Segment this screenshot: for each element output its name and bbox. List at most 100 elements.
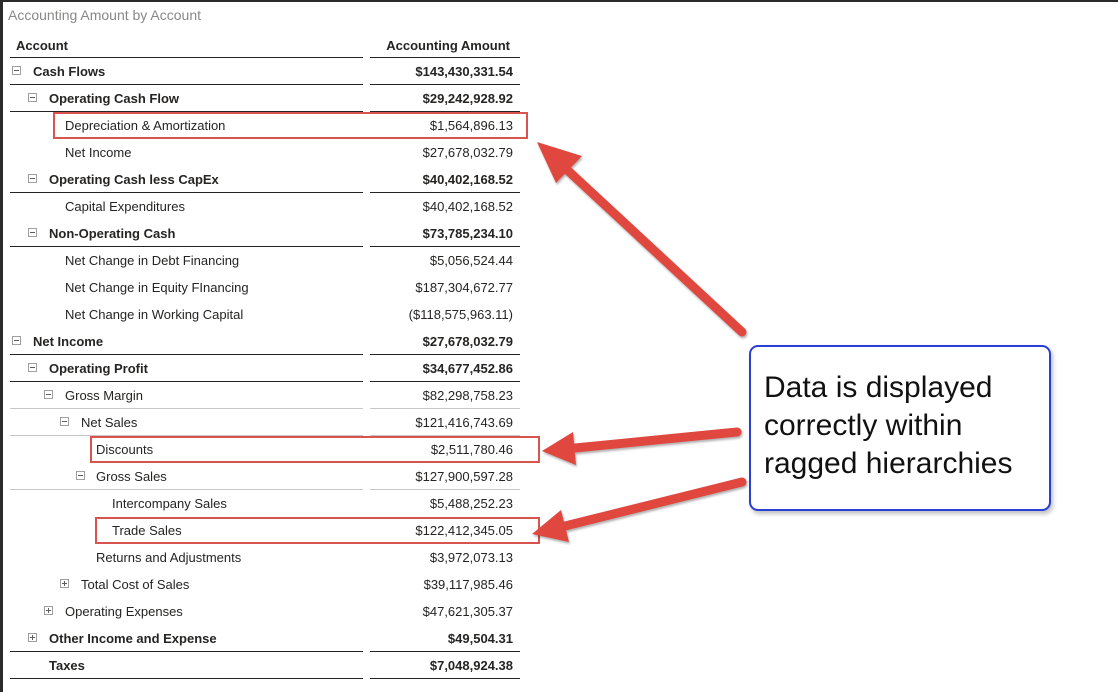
table-row[interactable]: Discounts $2,511,780.46 [10,436,520,463]
row-label: Net Income [65,145,132,160]
collapse-minus-icon[interactable] [28,363,37,372]
collapse-minus-icon[interactable] [76,471,85,480]
row-label: Net Income [33,334,104,349]
row-label: Depreciation & Amortization [65,118,226,133]
row-label: Other Income and Expense [49,631,217,646]
row-separator [10,354,363,355]
row-separator [370,354,520,355]
row-label: Cash Flows [33,64,106,79]
highlight-box [90,436,540,463]
row-label: Discounts [96,442,154,457]
table-row[interactable]: Capital Expenditures $40,402,168.52 [10,193,520,220]
row-value: ($118,575,963.11) [408,307,513,322]
row-separator [10,489,363,490]
table-row[interactable]: Returns and Adjustments $3,972,073.13 [10,544,520,571]
row-value: $47,621,305.37 [422,604,513,619]
row-separator [10,381,363,382]
row-label: Gross Margin [65,388,144,403]
collapse-minus-icon[interactable] [28,93,37,102]
table-row[interactable]: Net Income $27,678,032.79 [10,328,520,355]
table-row[interactable]: Taxes $7,048,924.38 [10,652,520,679]
table-row[interactable]: Net Sales $121,416,743.69 [10,409,520,436]
row-label: Non-Operating Cash [49,226,176,241]
row-label: Trade Sales [112,523,182,538]
visual-title: Accounting Amount by Account [8,7,202,23]
row-value: $27,678,032.79 [422,334,513,349]
row-separator [370,651,520,652]
row-separator [10,651,363,652]
table-row[interactable]: Trade Sales $122,412,345.05 [10,517,520,544]
table-row[interactable]: Operating Cash Flow $29,242,928.92 [10,85,520,112]
window-left-edge [0,0,3,692]
table-row[interactable]: Total Cost of Sales $39,117,985.46 [10,571,520,598]
row-separator [10,435,363,436]
row-label: Total Cost of Sales [81,577,190,592]
table-row[interactable]: Operating Cash less CapEx $40,402,168.52 [10,166,520,193]
collapse-minus-icon[interactable] [44,390,53,399]
row-label: Operating Profit [49,361,148,376]
table-row[interactable]: Non-Operating Cash $73,785,234.10 [10,220,520,247]
table-row[interactable]: Net Change in Debt Financing $5,056,524.4… [10,247,520,274]
table-row[interactable]: Operating Expenses $47,621,305.37 [10,598,520,625]
collapse-minus-icon[interactable] [60,417,69,426]
row-value: $40,402,168.52 [422,199,513,214]
expand-plus-icon[interactable] [44,606,53,615]
row-value: $34,677,452.86 [422,361,513,376]
arrowhead-trade-sales-icon [532,510,569,542]
row-separator [10,84,363,85]
row-value: $2,511,780.46 [430,442,513,457]
column-header-account[interactable]: Account [16,38,68,53]
table-row[interactable]: Gross Margin $82,298,758.23 [10,382,520,409]
collapse-minus-icon[interactable] [12,66,21,75]
row-label: Net Sales [81,415,138,430]
row-value: $1,564,896.13 [429,118,513,133]
table-row[interactable]: Gross Sales $127,900,597.28 [10,463,520,490]
row-label: Intercompany Sales [112,496,227,511]
arrow-to-discounts [570,427,742,453]
table-row[interactable]: Net Income $27,678,032.79 [10,139,520,166]
row-value: $143,430,331.54 [415,64,513,79]
expand-plus-icon[interactable] [28,633,37,642]
header-underline-account [10,57,363,58]
table-row[interactable]: Net Change in Working Capital ($118,575,9… [10,301,520,328]
row-label: Taxes [49,658,85,673]
arrowhead-discounts-icon [542,432,576,465]
annotation-callout: Data is displayed correctly within ragge… [749,345,1051,511]
row-separator [370,489,520,490]
table-row[interactable]: Other Income and Expense $49,504.31 [10,625,520,652]
table-row[interactable]: Net Change in Equity FInancing $187,304,6… [10,274,520,301]
row-value: $29,242,928.92 [422,91,513,106]
row-separator [10,408,363,409]
expand-plus-icon[interactable] [60,579,69,588]
row-value: $187,304,672.77 [415,280,513,295]
row-value: $49,504.31 [447,631,513,646]
row-value: $39,117,985.46 [423,577,513,592]
collapse-minus-icon[interactable] [28,174,37,183]
table-row[interactable]: Operating Profit $34,677,452.86 [10,355,520,382]
row-separator [370,381,520,382]
table-row[interactable]: Depreciation & Amortization $1,564,896.13 [10,112,520,139]
table-row[interactable]: Cash Flows $143,430,331.54 [10,58,520,85]
collapse-minus-icon[interactable] [28,228,37,237]
row-label: Operating Expenses [65,604,183,619]
row-value: $3,972,073.13 [429,550,513,565]
row-label: Operating Cash Flow [49,91,180,106]
row-label: Net Change in Equity FInancing [65,280,249,295]
row-label: Net Change in Working Capital [65,307,244,322]
row-value: $82,298,758.23 [422,388,513,403]
row-separator [370,84,520,85]
collapse-minus-icon[interactable] [12,336,21,345]
row-label: Capital Expenditures [65,199,185,214]
row-label: Net Change in Debt Financing [65,253,240,268]
table-row[interactable]: Intercompany Sales $5,488,252.23 [10,490,520,517]
row-separator [370,246,520,247]
row-value: $73,785,234.10 [422,226,513,241]
column-header-accounting-amount[interactable]: Accounting Amount [386,38,510,53]
row-value: $127,900,597.28 [415,469,513,484]
row-label: Operating Cash less CapEx [49,172,219,187]
row-value: $121,416,743.69 [415,415,513,430]
row-separator [10,192,363,193]
row-label: Returns and Adjustments [96,550,242,565]
arrow-to-depreciation [558,161,747,337]
